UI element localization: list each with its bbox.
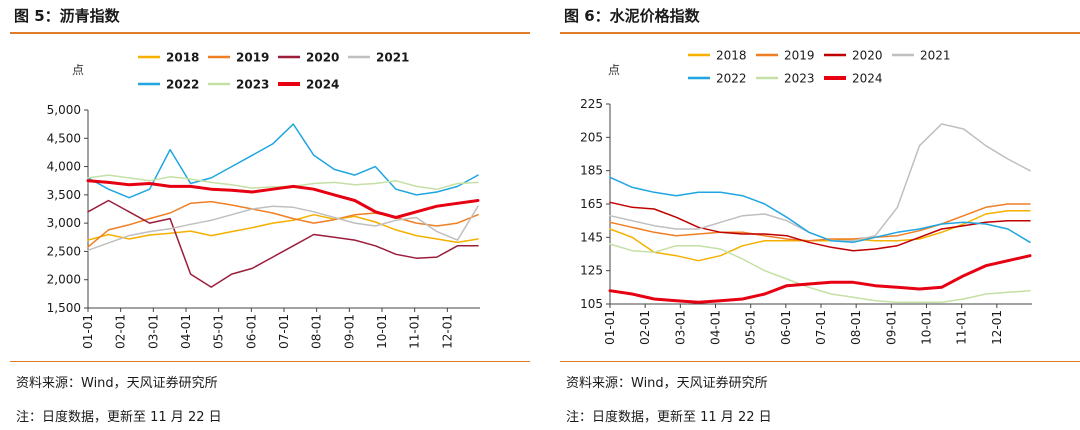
x-tick-label: 10-01 [375,314,389,349]
y-tick-label: 3,000 [47,216,81,230]
legend-label-2019: 2019 [236,51,269,65]
y-axis-unit-label: 点 [72,63,84,77]
legend-label-2018: 2018 [716,49,747,63]
y-tick-label: 4,500 [47,131,81,145]
x-tick-label: 04-01 [179,314,193,349]
x-tick-label: 03-01 [146,314,160,349]
x-tick-label: 07-01 [814,310,828,345]
y-tick-label: 2,000 [47,273,81,287]
legend-label-2020: 2020 [852,49,883,63]
x-tick-label: 07-01 [277,314,291,349]
legend-label-2024: 2024 [306,78,339,92]
legend-label-2022: 2022 [716,72,747,86]
x-tick-label: 01-01 [81,314,95,349]
series-line-2023 [609,243,1031,304]
y-tick-label: 145 [580,230,603,244]
x-tick-label: 01-01 [603,310,617,345]
legend-label-2021: 2021 [376,51,409,65]
series-line-2022 [609,176,1031,244]
footer-rule [10,361,530,362]
x-tick-label: 12-01 [440,314,454,349]
x-tick-label: 08-01 [849,310,863,345]
x-tick-label: 04-01 [709,310,723,345]
update-note: 注：日度数据，更新至 11 月 22 日 [566,410,772,425]
cement-price-index-chart: 点 2018 2019 2020 2021 2022 2023 2024 105 125 145 16… [580,49,1032,345]
asphalt-index-chart: 点 2018 2019 2020 2021 2022 2023 2024 1,500 2,000 2… [47,51,480,349]
y-tick-label: 1,500 [47,301,81,315]
legend-label-2018: 2018 [166,51,199,65]
legend-label-2021: 2021 [920,49,951,63]
x-tick-label: 02-01 [114,314,128,349]
source-note: 资料来源：Wind，天风证券研究所 [16,376,218,391]
x-tick-label: 09-01 [884,310,898,345]
figure-asphalt: 图 5：沥青指数 点 2018 2019 2020 2021 2022 2023 2024 1,… [10,0,540,430]
series-line-2024 [608,254,1032,304]
x-tick-label: 06-01 [779,310,793,345]
figure-cement: 图 6：水泥价格指数 点 2018 2019 2020 2021 2022 2023 2024… [560,0,1080,430]
series-line-2021 [87,205,479,252]
y-tick-label: 4,000 [47,160,81,174]
y-tick-label: 3,500 [47,188,81,202]
series-line-2024 [86,179,480,219]
y-tick-label: 2,500 [47,244,81,258]
y-tick-label: 165 [580,197,603,211]
legend-label-2020: 2020 [306,51,339,65]
x-tick-label: 06-01 [244,314,258,349]
y-tick-label: 5,000 [47,103,81,117]
series-line-2018 [609,209,1031,262]
series-line-2020 [87,199,479,288]
y-tick-label: 185 [580,164,603,178]
figure-title: 图 6：水泥价格指数 [564,7,700,25]
y-tick-label: 225 [580,97,603,111]
title-rule [560,32,1080,34]
y-tick-label: 105 [580,297,603,311]
legend-label-2023: 2023 [784,72,815,86]
title-rule [10,32,530,34]
source-note: 资料来源：Wind，天风证券研究所 [566,376,768,391]
x-tick-label: 05-01 [212,314,226,349]
series-line-2019 [87,200,479,248]
figure-title: 图 5：沥青指数 [14,7,120,25]
x-tick-label: 05-01 [744,310,758,345]
legend-label-2023: 2023 [236,78,269,92]
series-line-2018 [87,213,479,244]
series-line-2019 [609,203,1031,242]
legend-label-2022: 2022 [166,78,199,92]
x-tick-label: 12-01 [990,310,1004,345]
x-tick-label: 08-01 [310,314,324,349]
x-tick-label: 03-01 [673,310,687,345]
footer-rule [560,361,1080,362]
series-line-2020 [609,201,1031,252]
x-tick-label: 09-01 [342,314,356,349]
y-tick-label: 205 [580,130,603,144]
legend-label-2019: 2019 [784,49,815,63]
x-tick-label: 11-01 [955,310,969,345]
x-tick-label: 10-01 [920,310,934,345]
y-axis-unit-label: 点 [608,63,620,77]
legend-label-2024: 2024 [852,72,883,86]
x-tick-label: 02-01 [638,310,652,345]
y-tick-label: 125 [580,264,603,278]
x-tick-label: 11-01 [408,314,422,349]
update-note: 注：日度数据，更新至 11 月 22 日 [16,410,222,425]
